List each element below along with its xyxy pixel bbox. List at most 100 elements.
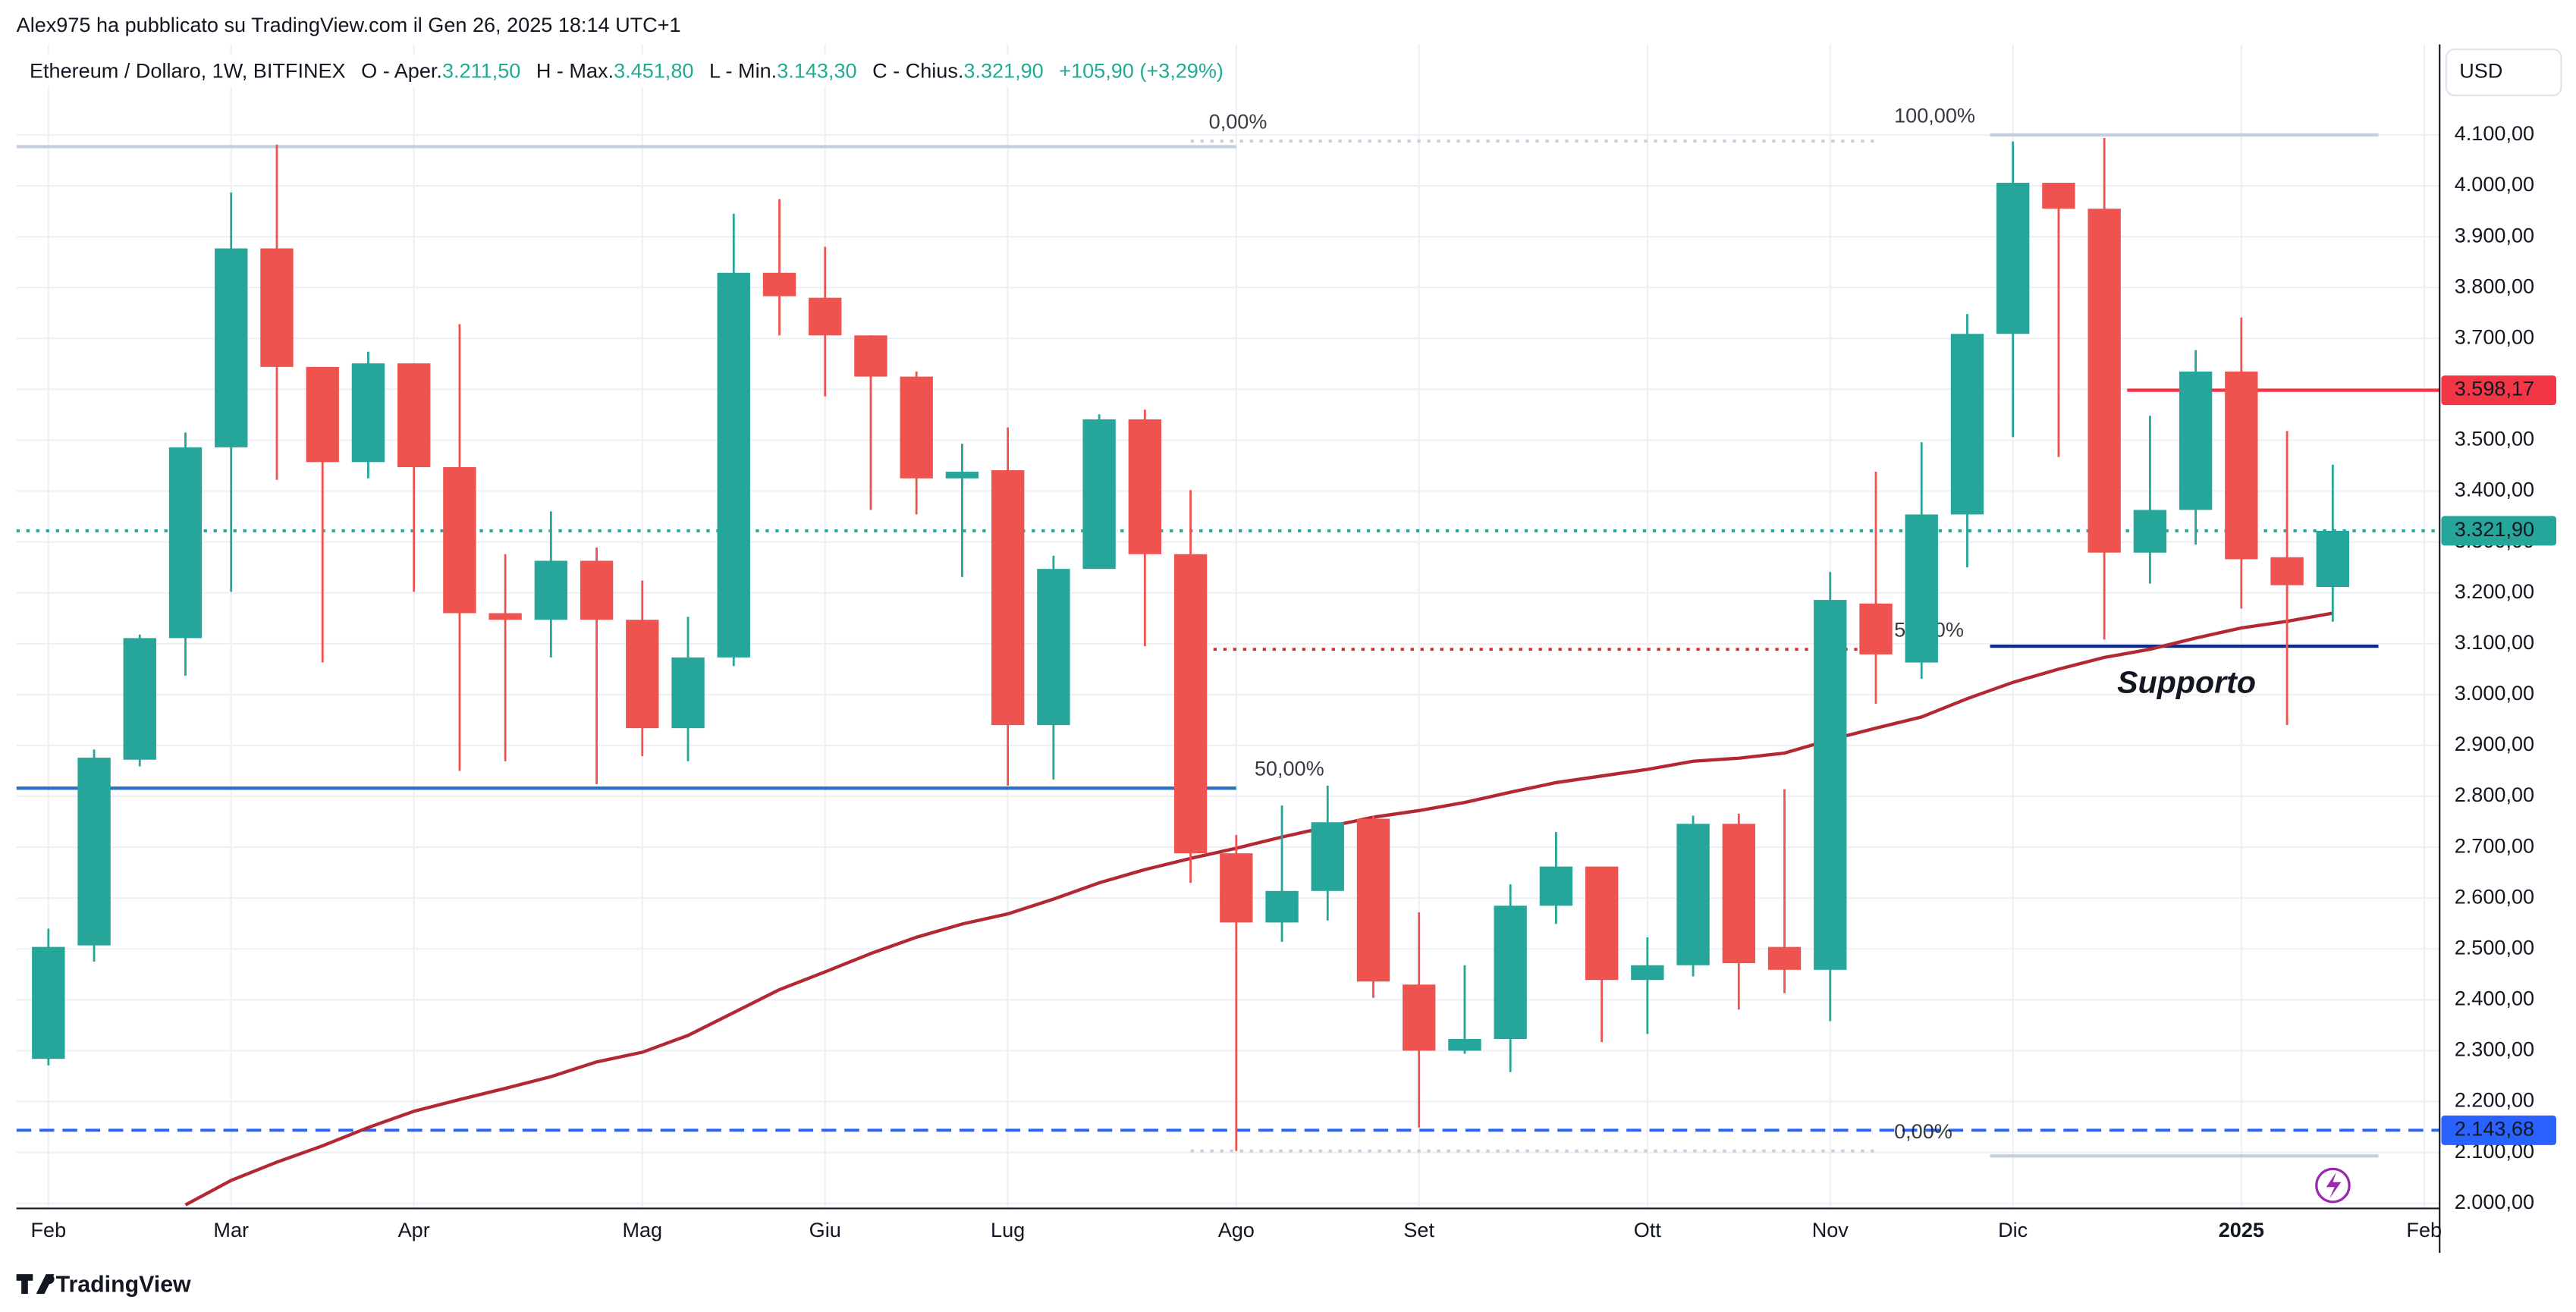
level-label: 100,00% [1894, 103, 1975, 127]
y-tick-label: 3.500,00 [2455, 427, 2534, 450]
candle-body [1403, 984, 1436, 1051]
x-tick-label: 2025 [2219, 1218, 2264, 1241]
attribution: Alex975 ha pubblicato su TradingView.com… [17, 13, 681, 36]
candle-body [397, 363, 431, 468]
price-tag [2441, 516, 2557, 546]
candle-body [1950, 334, 1984, 515]
x-tick-label: Feb [30, 1218, 66, 1241]
candle-body [1676, 824, 1710, 965]
ohlc-label: H - Max. [536, 59, 614, 83]
candle-body [2225, 371, 2258, 560]
candle-body [1539, 866, 1573, 906]
plot-area: 50,00%50,00%0,00%100,00%0,00%Supporto [16, 44, 2440, 1209]
candle-body [1859, 603, 1893, 654]
level-label: 50,00% [1255, 757, 1324, 780]
candle-body [306, 366, 339, 463]
currency: USD [2459, 59, 2502, 83]
candle-body [1722, 824, 1755, 964]
y-tick-label: 3.000,00 [2455, 681, 2534, 705]
candle-body [762, 272, 796, 297]
candle-body [1767, 946, 1802, 970]
candle-body [1265, 890, 1299, 923]
brand-logo [16, 1274, 55, 1295]
y-tick-label: 2.500,00 [2455, 935, 2534, 959]
candle-body [2270, 557, 2304, 585]
legend-bg [23, 54, 1231, 87]
candle-body [2179, 371, 2213, 510]
ohlc-label: O - Aper. [361, 59, 442, 83]
candle-body [32, 946, 65, 1059]
price-tag [2441, 1115, 2557, 1145]
candle-body [626, 620, 659, 729]
candle-body [1128, 419, 1162, 554]
candle-body [1631, 965, 1664, 981]
y-tick-label: 4.000,00 [2455, 172, 2534, 196]
price-tag [2441, 375, 2557, 406]
event-icon[interactable] [2315, 1167, 2351, 1204]
y-tick-label: 3.400,00 [2455, 478, 2534, 501]
symbol-legend: Ethereum / Dollaro, 1W, BITFINEX O - Ape… [30, 59, 1224, 83]
candle-body [945, 472, 979, 479]
candle-body [1037, 569, 1070, 726]
y-tick-label: 4.100,00 [2455, 121, 2534, 145]
y-tick-label: 2.300,00 [2455, 1037, 2534, 1061]
candle-body [168, 447, 203, 639]
x-tick-label: Mar [213, 1218, 249, 1241]
y-tick-label: 2.000,00 [2455, 1190, 2534, 1213]
x-tick-label: Set [1403, 1218, 1434, 1241]
candle-body [1082, 419, 1116, 570]
symbol: Ethereum / Dollaro, 1W, BITFINEX [30, 59, 346, 83]
ohlc-label: C - Chius. [872, 59, 963, 83]
change: +105,90 (+3,29%) [1059, 59, 1224, 83]
candle-body [2088, 209, 2121, 553]
candle-body [671, 657, 705, 729]
candle-body [809, 297, 842, 336]
candle-body [2133, 510, 2167, 553]
candle-body [1996, 183, 2030, 334]
x-tick-label: Feb [2406, 1218, 2442, 1241]
candle-body [488, 613, 522, 620]
candle-body [991, 470, 1025, 726]
candle-body [77, 758, 111, 946]
y-tick-label: 3.800,00 [2455, 274, 2534, 297]
ohlc-value: 3.451,80 [614, 59, 693, 83]
candle-body [2316, 530, 2349, 587]
y-tick-label: 2.800,00 [2455, 783, 2534, 806]
candle-body [717, 272, 750, 658]
y-tick-label: 2.400,00 [2455, 987, 2534, 1010]
brand: TradingView [56, 1272, 191, 1297]
candle-body [1220, 853, 1253, 923]
candle-body [1905, 514, 1938, 663]
level-label: 0,00% [1894, 1119, 1952, 1143]
candle-body [1173, 554, 1208, 854]
candle-body [123, 638, 156, 760]
x-tick-label: Mag [622, 1218, 662, 1241]
annotation: Supporto [2117, 664, 2256, 699]
candle-body [1494, 906, 1527, 1040]
y-tick-label: 3.100,00 [2455, 630, 2534, 654]
moving-average [184, 611, 2333, 1207]
candle-body [1814, 600, 1847, 970]
candle-body [534, 560, 568, 620]
candle-body [2042, 183, 2075, 209]
candle-body [260, 248, 294, 367]
y-tick-label: 3.700,00 [2455, 325, 2534, 348]
candle-body [351, 363, 385, 463]
x-tick-label: Ago [1218, 1218, 1255, 1241]
candle-body [215, 248, 248, 447]
candle-body [1585, 866, 1619, 981]
candle-body [580, 560, 614, 620]
level-label: 0,00% [1209, 109, 1268, 133]
y-tick-label: 3.200,00 [2455, 579, 2534, 603]
x-tick-label: Giu [809, 1218, 841, 1241]
x-tick-label: Dic [1998, 1218, 2028, 1241]
y-tick-label: 2.200,00 [2455, 1088, 2534, 1112]
candle-body [443, 467, 476, 614]
ohlc-value: 3.321,90 [963, 59, 1043, 83]
currency-button[interactable] [2445, 48, 2562, 96]
x-tick-label: Ott [1634, 1218, 1662, 1241]
y-tick-label: 2.900,00 [2455, 732, 2534, 755]
candle-body [1311, 822, 1344, 891]
